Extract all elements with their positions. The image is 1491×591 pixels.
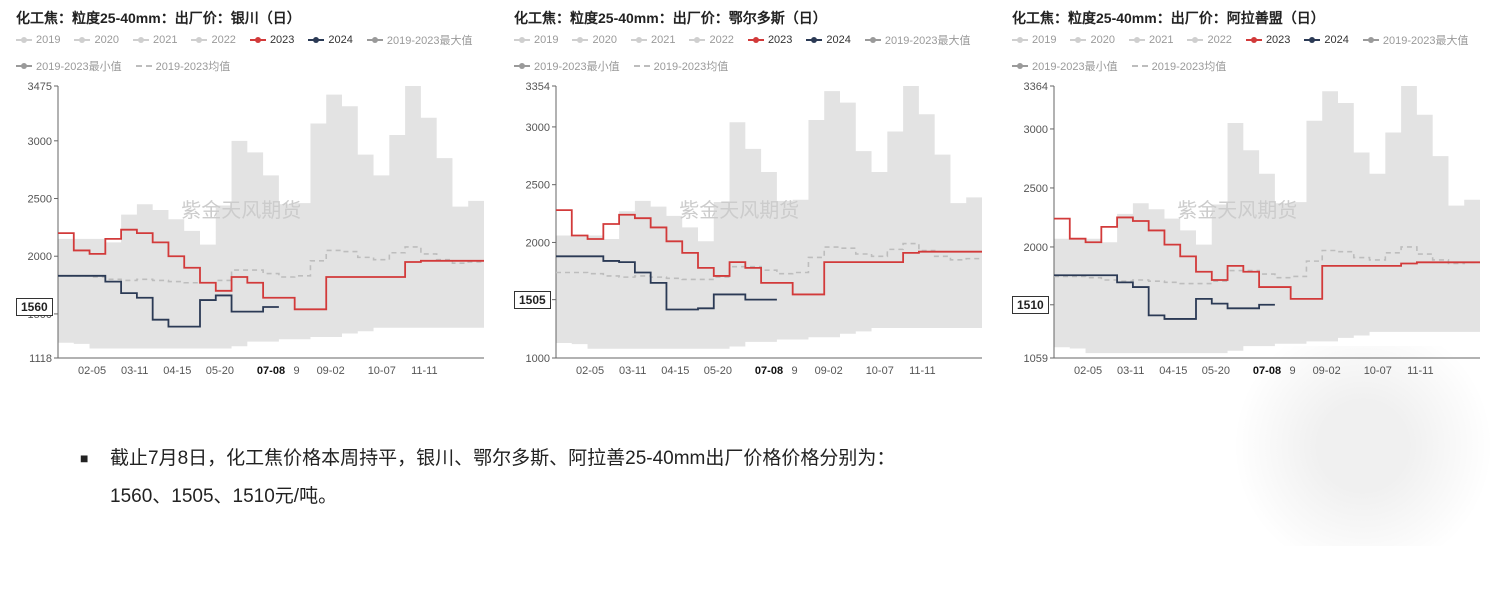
legend-item: 2019 bbox=[514, 34, 558, 46]
chart-title: 化工焦：粒度25-40mm：出厂价：银川（日） bbox=[8, 4, 498, 30]
legend-item: 2021 bbox=[1129, 34, 1173, 46]
chart-title: 化工焦：粒度25-40mm：出厂价：阿拉善盟（日） bbox=[1004, 4, 1491, 30]
svg-text:03-11: 03-11 bbox=[121, 365, 148, 377]
svg-text:10-07: 10-07 bbox=[866, 365, 894, 377]
legend-item: 2019-2023最大值 bbox=[865, 32, 971, 48]
legend-item: 2019-2023均值 bbox=[1132, 58, 1227, 74]
plot-area: 1059 1510 2000 2500 3000 3364 02-05 03-11 04-15 0… bbox=[1010, 80, 1488, 380]
legend-item: 2022 bbox=[191, 34, 235, 46]
svg-text:3475: 3475 bbox=[28, 81, 52, 93]
summary-block: ■ 截止7月8日，化工焦价格本周持平，银川、鄂尔多斯、阿拉善25-40mm出厂价… bbox=[0, 380, 1491, 536]
svg-text:9: 9 bbox=[791, 365, 797, 377]
legend-item: 2024 bbox=[1304, 34, 1348, 46]
svg-text:10-07: 10-07 bbox=[368, 365, 396, 377]
plot-area: 1000 1505 2000 2500 3000 3354 02-05 03-11 04-15 0… bbox=[512, 80, 990, 380]
current-value-badge: 1505 bbox=[514, 291, 551, 309]
svg-text:09-02: 09-02 bbox=[317, 365, 345, 377]
chart-svg: 1059 1510 2000 2500 3000 3364 02-05 03-11 04-15 0… bbox=[1010, 80, 1488, 380]
svg-text:3000: 3000 bbox=[1024, 124, 1048, 136]
chart-svg: 1000 1505 2000 2500 3000 3354 02-05 03-11 04-15 0… bbox=[512, 80, 990, 380]
svg-text:2000: 2000 bbox=[1024, 242, 1048, 254]
current-value-badge: 1560 bbox=[16, 298, 53, 316]
legend-item: 2023 bbox=[1246, 34, 1290, 46]
svg-text:05-20: 05-20 bbox=[1202, 365, 1230, 377]
legend-item: 2019-2023最小值 bbox=[1012, 58, 1118, 74]
svg-text:04-15: 04-15 bbox=[163, 365, 191, 377]
chart-svg: 11181500200025003000347502-0503-1104-150… bbox=[14, 80, 492, 380]
charts-row: 化工焦：粒度25-40mm：出厂价：银川（日）20192020202120222… bbox=[0, 0, 1491, 380]
legend-item: 2020 bbox=[74, 34, 118, 46]
svg-text:1000: 1000 bbox=[526, 353, 550, 365]
svg-text:11-11: 11-11 bbox=[909, 365, 936, 377]
svg-text:2500: 2500 bbox=[28, 194, 52, 206]
legend-item: 2023 bbox=[748, 34, 792, 46]
summary-line-2: 1560、1505、1510元/吨。 bbox=[110, 478, 1431, 516]
legend-item: 2024 bbox=[806, 34, 850, 46]
legend-item: 2020 bbox=[572, 34, 616, 46]
svg-text:09-02: 09-02 bbox=[1313, 365, 1341, 377]
current-value-badge: 1510 bbox=[1012, 296, 1049, 314]
chart-panel-0: 化工焦：粒度25-40mm：出厂价：银川（日）20192020202120222… bbox=[8, 4, 498, 380]
svg-text:2000: 2000 bbox=[28, 251, 52, 263]
legend-item: 2019 bbox=[1012, 34, 1056, 46]
legend-item: 2022 bbox=[1187, 34, 1231, 46]
svg-text:05-20: 05-20 bbox=[206, 365, 234, 377]
legend-item: 2019-2023最小值 bbox=[514, 58, 620, 74]
svg-text:2500: 2500 bbox=[1024, 183, 1048, 195]
svg-text:07-08: 07-08 bbox=[1253, 365, 1281, 377]
summary-line-1: 截止7月8日，化工焦价格本周持平，银川、鄂尔多斯、阿拉善25-40mm出厂价格价… bbox=[110, 440, 1431, 478]
svg-text:04-15: 04-15 bbox=[661, 365, 689, 377]
legend-item: 2019-2023最大值 bbox=[367, 32, 473, 48]
svg-text:3000: 3000 bbox=[28, 136, 52, 148]
svg-text:3000: 3000 bbox=[526, 122, 550, 134]
chart-legend: 2019 2020 2021 2022 2023 2024 2019-2023最大值 2019… bbox=[8, 30, 498, 80]
svg-text:03-11: 03-11 bbox=[1117, 365, 1144, 377]
svg-text:11-11: 11-11 bbox=[1407, 365, 1434, 377]
legend-item: 2019-2023最小值 bbox=[16, 58, 122, 74]
svg-text:07-08: 07-08 bbox=[257, 365, 285, 377]
chart-legend: 2019 2020 2021 2022 2023 2024 2019-2023最大值 2019… bbox=[506, 30, 996, 80]
chart-title: 化工焦：粒度25-40mm：出厂价：鄂尔多斯（日） bbox=[506, 4, 996, 30]
legend-item: 2020 bbox=[1070, 34, 1114, 46]
plot-area: 11181500200025003000347502-0503-1104-150… bbox=[14, 80, 492, 380]
svg-text:2500: 2500 bbox=[526, 180, 550, 192]
svg-text:11-11: 11-11 bbox=[411, 365, 438, 377]
svg-text:03-11: 03-11 bbox=[619, 365, 646, 377]
svg-text:02-05: 02-05 bbox=[78, 365, 106, 377]
svg-text:05-20: 05-20 bbox=[704, 365, 732, 377]
svg-text:02-05: 02-05 bbox=[576, 365, 604, 377]
legend-item: 2022 bbox=[689, 34, 733, 46]
svg-text:04-15: 04-15 bbox=[1159, 365, 1187, 377]
svg-text:9: 9 bbox=[1289, 365, 1295, 377]
legend-item: 2019 bbox=[16, 34, 60, 46]
svg-text:10-07: 10-07 bbox=[1364, 365, 1392, 377]
svg-text:1118: 1118 bbox=[29, 353, 52, 365]
svg-text:3364: 3364 bbox=[1024, 81, 1048, 93]
svg-text:2000: 2000 bbox=[526, 237, 550, 249]
legend-item: 2019-2023均值 bbox=[136, 58, 231, 74]
svg-text:09-02: 09-02 bbox=[815, 365, 843, 377]
svg-text:9: 9 bbox=[293, 365, 299, 377]
legend-item: 2021 bbox=[133, 34, 177, 46]
bullet-icon: ■ bbox=[80, 444, 88, 472]
chart-panel-2: 化工焦：粒度25-40mm：出厂价：阿拉善盟（日） 2019 2020 2021 202… bbox=[1004, 4, 1491, 380]
svg-text:3354: 3354 bbox=[526, 81, 550, 93]
legend-item: 2023 bbox=[250, 34, 294, 46]
legend-item: 2024 bbox=[308, 34, 352, 46]
svg-text:02-05: 02-05 bbox=[1074, 365, 1102, 377]
chart-legend: 2019 2020 2021 2022 2023 2024 2019-2023最大值 2019… bbox=[1004, 30, 1491, 80]
svg-text:07-08: 07-08 bbox=[755, 365, 783, 377]
svg-text:1059: 1059 bbox=[1024, 353, 1048, 365]
legend-item: 2021 bbox=[631, 34, 675, 46]
chart-panel-1: 化工焦：粒度25-40mm：出厂价：鄂尔多斯（日） 2019 2020 2021 202… bbox=[506, 4, 996, 380]
legend-item: 2019-2023均值 bbox=[634, 58, 729, 74]
legend-item: 2019-2023最大值 bbox=[1363, 32, 1469, 48]
